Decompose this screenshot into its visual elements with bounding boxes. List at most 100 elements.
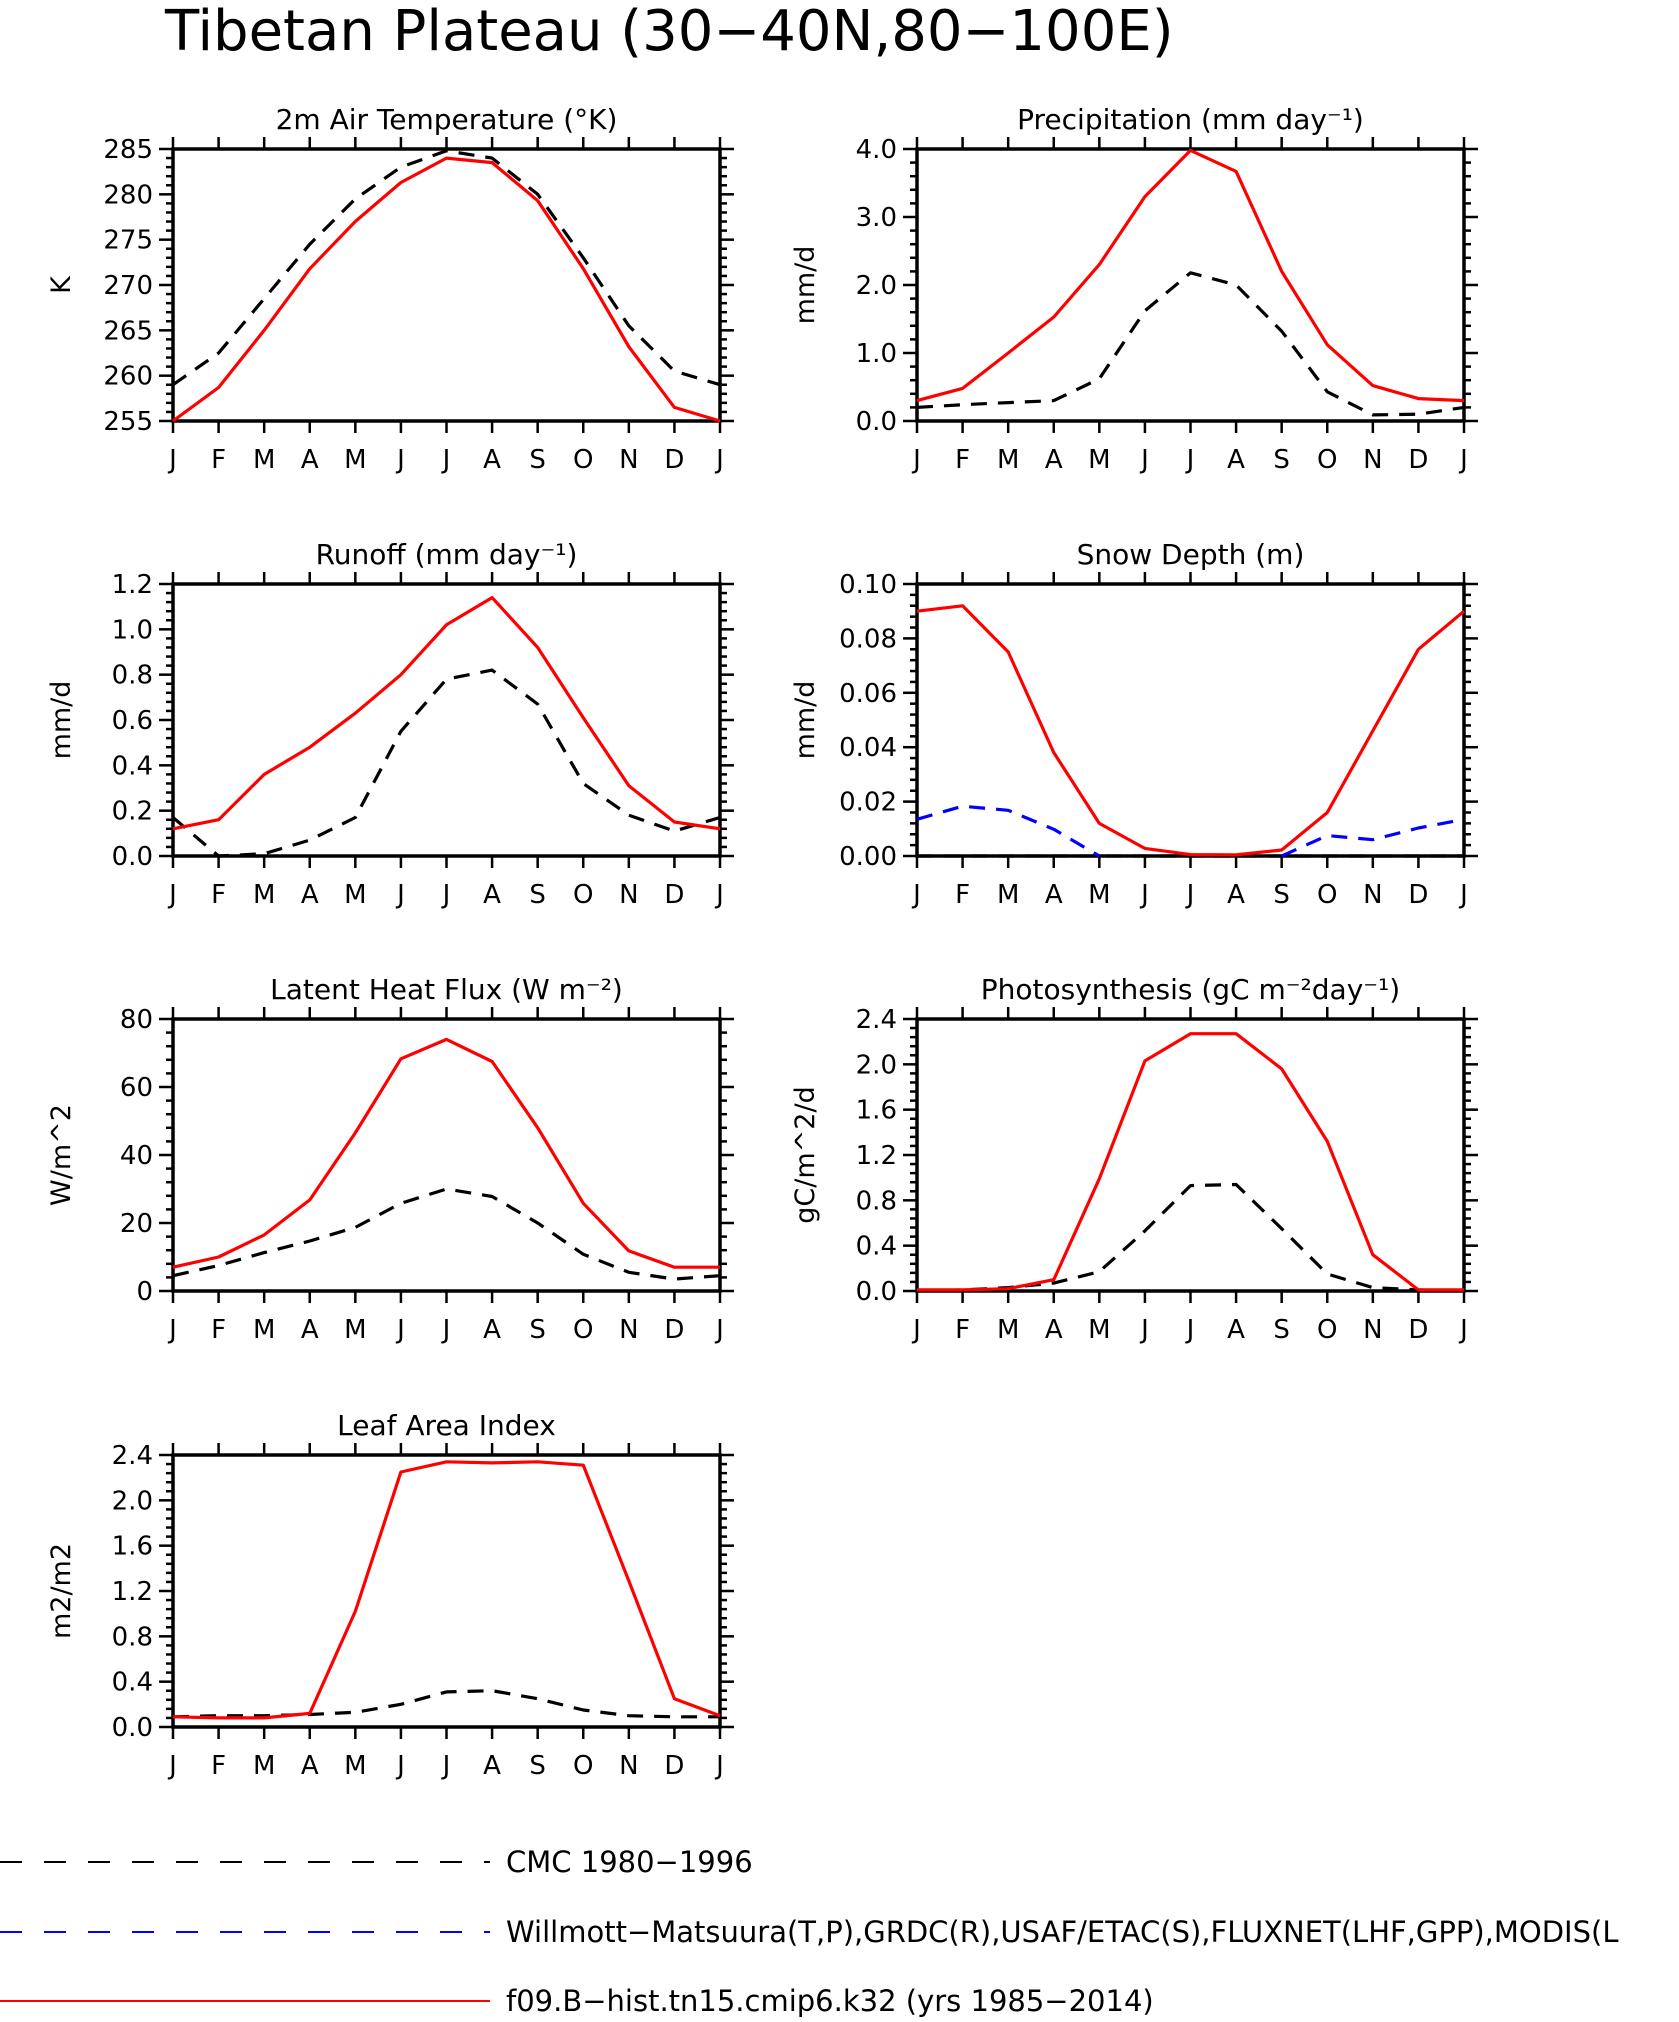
x-tick-label: N bbox=[1363, 880, 1382, 910]
y-axis-label: K bbox=[46, 275, 77, 294]
y-tick-label: 265 bbox=[103, 316, 153, 346]
y-tick-label: 4.0 bbox=[856, 135, 897, 165]
y-tick-label: 0.8 bbox=[112, 661, 153, 691]
panel-title: Latent Heat Flux (W m⁻²) bbox=[270, 973, 623, 1006]
plot-frame bbox=[915, 582, 1466, 858]
x-tick-label: J bbox=[167, 1751, 177, 1781]
x-tick-label: S bbox=[1273, 445, 1290, 475]
panel-title: 2m Air Temperature (°K) bbox=[276, 103, 618, 136]
y-axis-label: mm/d bbox=[790, 246, 821, 325]
x-tick-label: J bbox=[911, 1315, 921, 1345]
x-tick-label: M bbox=[344, 445, 366, 475]
x-tick-label: S bbox=[529, 445, 546, 475]
x-tick-label: M bbox=[1088, 880, 1110, 910]
series-line-model bbox=[172, 1460, 721, 1720]
y-tick-label: 0.10 bbox=[839, 570, 897, 600]
panel-title: Runoff (mm day⁻¹) bbox=[316, 538, 578, 571]
panel-title: Leaf Area Index bbox=[337, 1409, 556, 1442]
y-tick-label: 0 bbox=[136, 1277, 153, 1307]
x-tick-label: F bbox=[955, 880, 970, 910]
x-tick-label: A bbox=[1227, 880, 1245, 910]
x-tick-label: J bbox=[395, 880, 405, 910]
x-tick-label: A bbox=[1045, 1315, 1063, 1345]
series-line-model bbox=[172, 1037, 720, 1269]
y-tick-label: 2.0 bbox=[856, 1050, 897, 1080]
series-line-model bbox=[172, 156, 721, 423]
legend: CMC 1980−1996 Willmott−Matsuura(T,P),GRDC… bbox=[0, 1845, 1619, 2018]
x-tick-label: F bbox=[955, 1315, 970, 1345]
x-tick-label: J bbox=[1139, 1315, 1149, 1345]
x-tick-label: O bbox=[573, 1751, 593, 1781]
x-tick-label: J bbox=[1458, 445, 1468, 475]
plot-frame bbox=[171, 1017, 722, 1293]
x-tick-label: A bbox=[1045, 445, 1063, 475]
y-tick-label: 1.6 bbox=[856, 1096, 897, 1126]
y-tick-label: 60 bbox=[120, 1073, 153, 1103]
y-tick-label: 0.0 bbox=[856, 407, 897, 437]
panel-title: Snow Depth (m) bbox=[1077, 538, 1305, 571]
x-tick-label: A bbox=[301, 880, 319, 910]
series-line-model bbox=[172, 596, 721, 831]
y-tick-label: 0.04 bbox=[839, 733, 897, 763]
y-tick-label: 285 bbox=[103, 135, 153, 165]
x-tick-label: M bbox=[344, 880, 366, 910]
x-tick-label: F bbox=[211, 880, 226, 910]
x-tick-label: A bbox=[1045, 880, 1063, 910]
plot-frame bbox=[915, 1017, 1466, 1293]
y-tick-label: 80 bbox=[120, 1005, 153, 1035]
x-tick-label: F bbox=[211, 445, 226, 475]
x-tick-label: J bbox=[167, 880, 177, 910]
x-tick-label: S bbox=[1273, 1315, 1290, 1345]
x-tick-label: S bbox=[1273, 880, 1290, 910]
x-tick-label: M bbox=[344, 1751, 366, 1781]
y-tick-label: 1.6 bbox=[112, 1532, 153, 1562]
x-tick-label: J bbox=[1458, 880, 1468, 910]
y-tick-label: 2.4 bbox=[112, 1441, 153, 1471]
x-tick-label: J bbox=[441, 445, 451, 475]
y-tick-label: 2.0 bbox=[112, 1486, 153, 1516]
x-tick-label: O bbox=[573, 1315, 593, 1345]
series-line-cmc bbox=[171, 668, 721, 858]
series-line-obs bbox=[916, 804, 1465, 858]
panel-title: Precipitation (mm day⁻¹) bbox=[1017, 103, 1364, 136]
y-tick-label: 1.2 bbox=[112, 1577, 153, 1607]
series-line-cmc bbox=[172, 1689, 720, 1719]
x-tick-label: M bbox=[344, 1315, 366, 1345]
panel-title: Photosynthesis (gC m⁻²day⁻¹) bbox=[981, 973, 1400, 1006]
chart-panel-6: Photosynthesis (gC m⁻²day⁻¹)J F M A M J J A S O N D… bbox=[790, 973, 1478, 1345]
series-line-model bbox=[916, 148, 1465, 403]
x-tick-label: D bbox=[1408, 445, 1428, 475]
x-tick-label: A bbox=[1227, 1315, 1245, 1345]
x-tick-label: M bbox=[997, 880, 1019, 910]
legend-label-model: f09.B−hist.tn15.cmip6.k32 (yrs 1985−2014… bbox=[506, 1984, 1154, 2018]
x-tick-label: J bbox=[395, 445, 405, 475]
y-tick-label: 0.0 bbox=[112, 1713, 153, 1743]
figure-title: Tibetan Plateau (30−40N,80−100E) bbox=[164, 0, 1174, 64]
x-tick-label: O bbox=[573, 445, 593, 475]
x-tick-label: J bbox=[911, 880, 921, 910]
x-tick-label: N bbox=[1363, 445, 1382, 475]
series-line-cmc bbox=[172, 149, 721, 387]
y-tick-label: 270 bbox=[103, 271, 153, 301]
x-tick-label: A bbox=[483, 445, 501, 475]
series-line-model bbox=[917, 1032, 1464, 1292]
series-line-cmc bbox=[916, 1182, 1465, 1293]
x-tick-label: J bbox=[911, 445, 921, 475]
x-tick-label: N bbox=[619, 445, 638, 475]
chart-panel-5: Latent Heat Flux (W m⁻²)J F M A M J J A S O N D J020… bbox=[46, 973, 734, 1345]
x-tick-label: J bbox=[395, 1315, 405, 1345]
x-tick-label: S bbox=[529, 1315, 546, 1345]
x-tick-label: F bbox=[211, 1315, 226, 1345]
x-tick-label: D bbox=[664, 1315, 684, 1345]
chart-panel-4: Snow Depth (m)J F M A M J J A S O N D J0.000.020.040… bbox=[790, 538, 1478, 910]
y-axis-label: W/m^2 bbox=[46, 1104, 77, 1206]
x-tick-label: J bbox=[714, 880, 724, 910]
x-tick-label: M bbox=[253, 445, 275, 475]
x-tick-label: N bbox=[1363, 1315, 1382, 1345]
x-tick-label: O bbox=[573, 880, 593, 910]
x-tick-label: J bbox=[714, 1315, 724, 1345]
y-tick-label: 0.0 bbox=[112, 842, 153, 872]
y-tick-label: 1.0 bbox=[112, 615, 153, 645]
